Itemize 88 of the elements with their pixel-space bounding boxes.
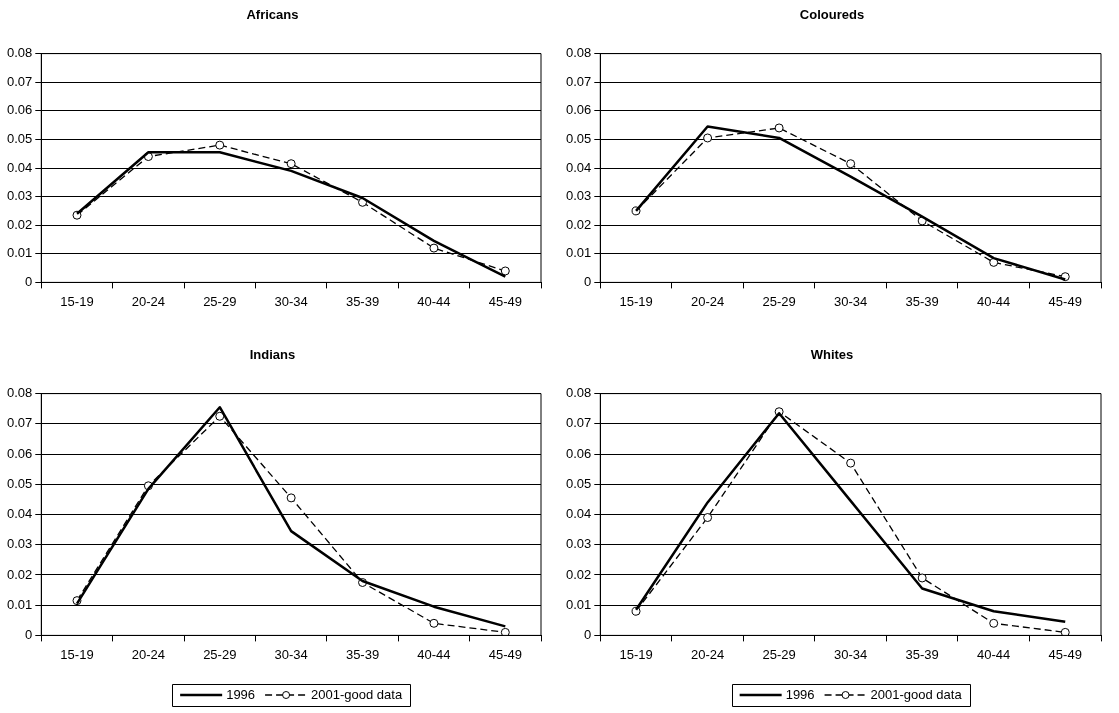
point (286, 493, 296, 503)
point (215, 411, 225, 421)
y-tick-label: 0.08 (6, 385, 33, 401)
point (286, 159, 296, 169)
point (989, 618, 999, 628)
x-tick-label: 35-39 (905, 646, 939, 662)
x-tick-label: 15-19 (619, 646, 653, 662)
y-tick-label: 0.05 (6, 130, 33, 146)
x-tick-label: 35-39 (345, 646, 380, 662)
y-tick-label: 0.06 (565, 445, 592, 461)
point (703, 133, 713, 143)
x-tick-label: 25-29 (203, 293, 237, 309)
point (429, 618, 439, 628)
x-tick-label: 35-39 (905, 293, 939, 309)
y-tick-label: 0.07 (565, 415, 592, 431)
y-tick-label: 0.01 (6, 596, 33, 612)
y-tick-label: 0.08 (565, 385, 592, 401)
y-tick-label: 0.02 (6, 216, 33, 232)
point (500, 266, 510, 276)
x-tick-label: 45-49 (488, 646, 522, 662)
y-tick-label: 0 (584, 273, 592, 289)
y-tick-label: 0.07 (565, 73, 592, 89)
chart-title: Whites (810, 347, 854, 363)
point (846, 159, 856, 169)
y-tick-label: 0.03 (565, 536, 592, 552)
x-tick-label: 30-34 (274, 293, 308, 309)
point (429, 243, 439, 253)
x-tick-label: 20-24 (131, 646, 165, 662)
x-tick-label: 40-44 (417, 293, 451, 309)
y-tick-label: 0.02 (6, 566, 33, 582)
y-tick-label: 0.08 (565, 45, 592, 61)
x-tick-label: 35-39 (345, 293, 380, 309)
point (500, 627, 510, 636)
x-tick-label: 40-44 (977, 646, 1011, 662)
x-tick-label: 20-24 (690, 293, 725, 309)
y-tick-label: 0.07 (6, 415, 33, 431)
y-tick-label: 0.08 (6, 45, 33, 61)
legend-label: 2001-good data (870, 686, 963, 702)
y-tick-label: 0.01 (565, 596, 592, 612)
y-tick-label: 0.06 (565, 102, 592, 118)
y-tick-label: 0.01 (565, 245, 592, 261)
x-tick-label: 25-29 (762, 293, 796, 309)
y-tick-label: 0.03 (6, 536, 33, 552)
y-tick-label: 0.06 (6, 102, 33, 118)
point (215, 140, 225, 150)
x-tick-label: 15-19 (619, 293, 653, 309)
x-tick-label: 30-34 (274, 646, 308, 662)
y-tick-label: 0.02 (565, 566, 592, 582)
x-tick-label: 45-49 (1048, 646, 1082, 662)
x-tick-label: 30-34 (834, 646, 868, 662)
point (846, 458, 856, 468)
y-tick-label: 0.04 (6, 159, 33, 175)
x-tick-label: 15-19 (60, 646, 94, 662)
y-tick-label: 0 (25, 626, 33, 642)
y-tick-label: 0.05 (565, 475, 592, 491)
y-tick-label: 0.03 (6, 188, 33, 204)
x-tick-label: 25-29 (203, 646, 237, 662)
legend-label: 1996 (226, 686, 256, 702)
y-tick-label: 0.04 (6, 506, 33, 522)
y-tick-label: 0 (584, 626, 592, 642)
y-tick-label: 0.02 (565, 216, 592, 232)
x-tick-label: 40-44 (417, 646, 451, 662)
legend-label: 1996 (785, 686, 815, 702)
y-tick-label: 0.06 (6, 445, 33, 461)
chart-title: Africans (246, 7, 299, 23)
y-tick-label: 0.03 (565, 188, 592, 204)
y-tick-label: 0 (25, 273, 33, 289)
x-tick-label: 20-24 (690, 646, 725, 662)
point (917, 573, 927, 583)
y-tick-label: 0.05 (6, 475, 33, 491)
x-tick-label: 25-29 (762, 646, 796, 662)
y-tick-label: 0.05 (565, 130, 592, 146)
x-tick-label: 45-49 (488, 293, 522, 309)
legend-label: 2001-good data (311, 686, 403, 702)
point (1060, 627, 1070, 636)
x-tick-label: 40-44 (977, 293, 1011, 309)
y-tick-label: 0.01 (6, 245, 33, 261)
point (774, 123, 784, 133)
x-tick-label: 45-49 (1048, 293, 1082, 309)
chart-title: Indians (249, 347, 296, 363)
y-tick-label: 0.04 (565, 159, 592, 175)
chart-title: Coloureds (799, 7, 865, 23)
x-tick-label: 15-19 (60, 293, 94, 309)
point (703, 513, 713, 523)
y-tick-label: 0.04 (565, 506, 592, 522)
x-tick-label: 30-34 (834, 293, 868, 309)
y-tick-label: 0.07 (6, 73, 33, 89)
x-tick-label: 20-24 (131, 293, 165, 309)
